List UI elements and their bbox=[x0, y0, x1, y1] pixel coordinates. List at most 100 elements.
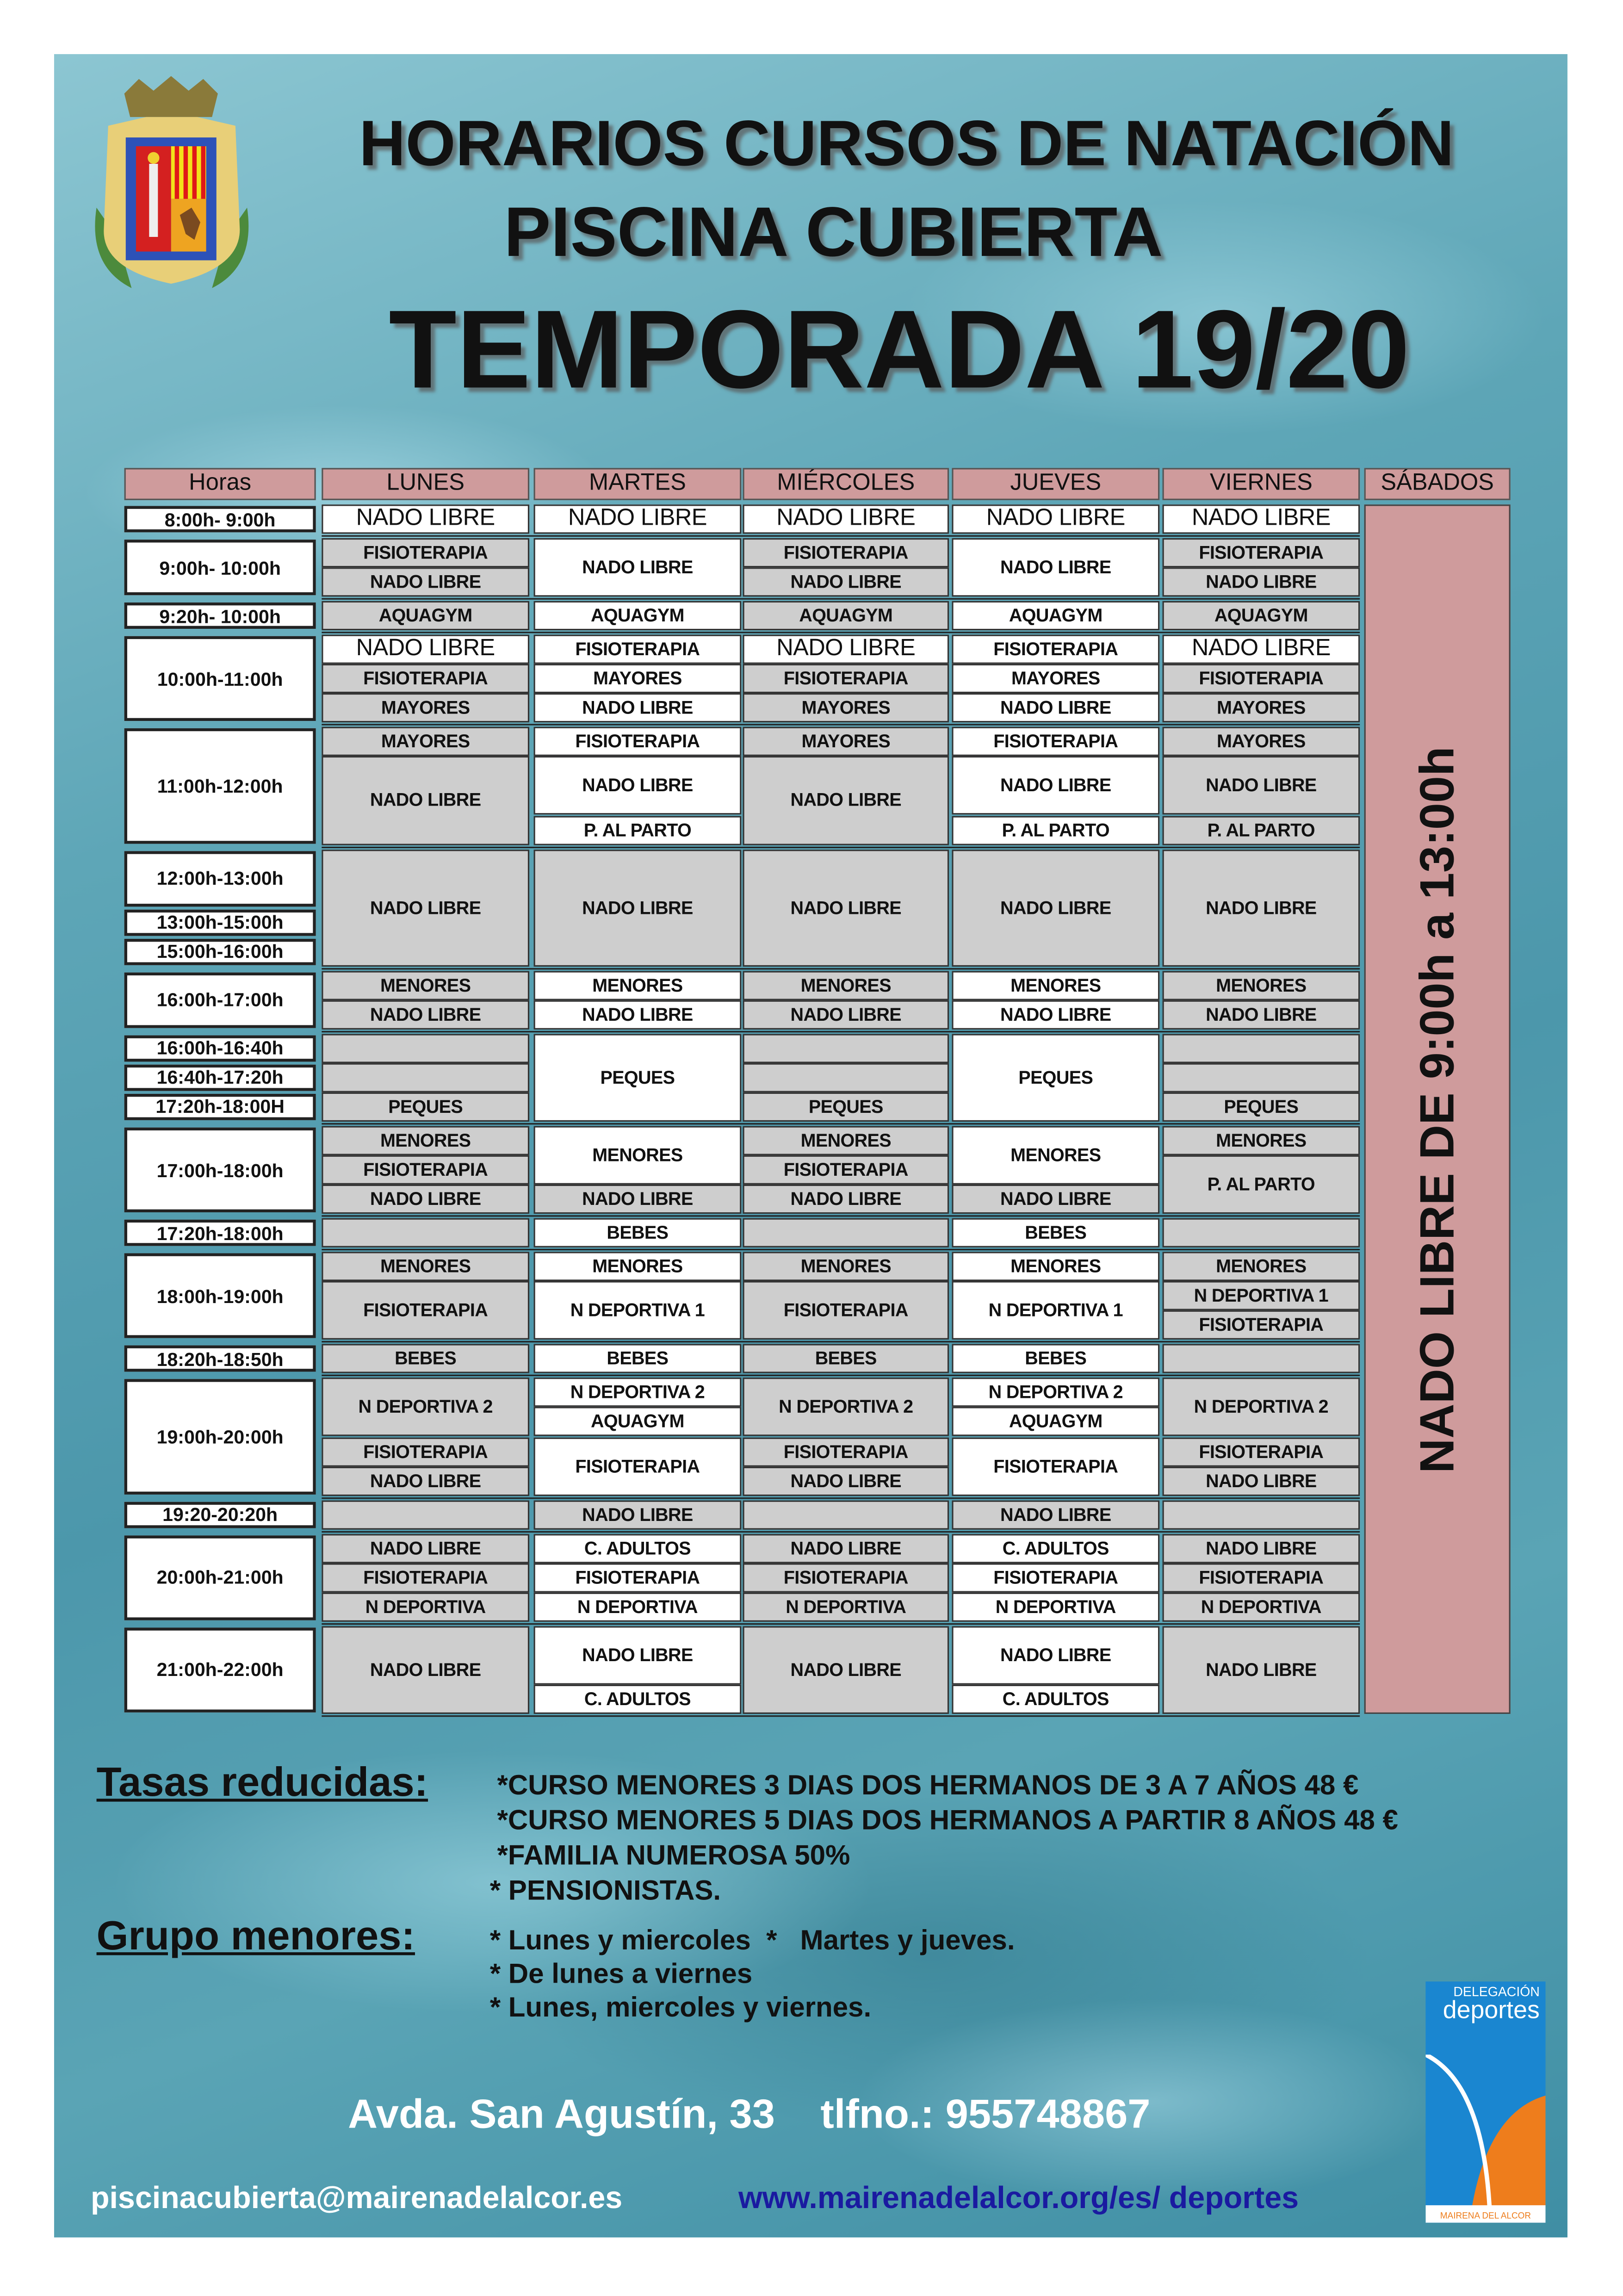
class-cell: MAYORES bbox=[952, 664, 1160, 694]
class-cell: NADO LIBRE bbox=[743, 567, 949, 597]
column-header-horas: Horas bbox=[124, 468, 316, 500]
class-cell: NADO LIBRE bbox=[533, 504, 742, 534]
time-slot-label: 15:00h-16:00h bbox=[124, 938, 316, 965]
time-slot-label: 18:00h-19:00h bbox=[124, 1253, 316, 1339]
class-cell: MENORES bbox=[743, 1126, 949, 1155]
class-cell: NADO LIBRE bbox=[1162, 1626, 1360, 1714]
empty-cell bbox=[743, 1500, 949, 1529]
class-cell: PEQUES bbox=[743, 1092, 949, 1122]
class-cell: MAYORES bbox=[743, 727, 949, 757]
class-cell: NADO LIBRE bbox=[1162, 1466, 1360, 1496]
class-cell: NADO LIBRE bbox=[322, 1185, 530, 1214]
class-cell: AQUAGYM bbox=[743, 601, 949, 631]
time-slot-label: 16:00h-16:40h bbox=[124, 1035, 316, 1062]
class-cell: AQUAGYM bbox=[952, 1407, 1160, 1437]
empty-cell bbox=[743, 1033, 949, 1063]
tasas-item: *CURSO MENORES 3 DIAS DOS HERMANOS DE 3 … bbox=[497, 1771, 1359, 1802]
class-cell: NADO LIBRE bbox=[1162, 1533, 1360, 1563]
class-cell: NADO LIBRE bbox=[322, 504, 530, 534]
column-header-martes: MARTES bbox=[533, 468, 742, 500]
block-divider bbox=[322, 1249, 1360, 1251]
class-cell: MAYORES bbox=[1162, 693, 1360, 723]
class-cell: NADO LIBRE bbox=[952, 1185, 1160, 1214]
class-cell: FISIOTERAPIA bbox=[743, 538, 949, 568]
address-phone: Avda. San Agustín, 33 tlfno.: 955748867 bbox=[348, 2091, 1151, 2137]
time-slot-label: 21:00h-22:00h bbox=[124, 1627, 316, 1713]
class-cell: MAYORES bbox=[322, 693, 530, 723]
grupo-item: * Lunes, miercoles y viernes. bbox=[489, 1993, 872, 2024]
logo-line-2: deportes bbox=[1443, 1996, 1540, 2024]
class-cell: N DEPORTIVA 1 bbox=[1162, 1281, 1360, 1311]
class-cell: NADO LIBRE bbox=[743, 635, 949, 664]
class-cell: PEQUES bbox=[952, 1033, 1160, 1122]
time-slot-label: 19:00h-20:00h bbox=[124, 1379, 316, 1494]
class-cell: NADO LIBRE bbox=[533, 1000, 742, 1030]
class-cell: MENORES bbox=[1162, 970, 1360, 1000]
class-cell: FISIOTERAPIA bbox=[1162, 664, 1360, 694]
class-cell: NADO LIBRE bbox=[533, 757, 742, 815]
class-cell: BEBES bbox=[952, 1218, 1160, 1248]
class-cell: NADO LIBRE bbox=[1162, 567, 1360, 597]
time-slot-label: 16:40h-17:20h bbox=[124, 1064, 316, 1091]
title-line-2: PISCINA CUBIERTA bbox=[504, 194, 1163, 272]
website-link[interactable]: www.mairenadelalcor.org/es/ deportes bbox=[738, 2182, 1299, 2216]
class-cell: FISIOTERAPIA bbox=[1162, 1310, 1360, 1340]
title-season: TEMPORADA 19/20 bbox=[389, 288, 1410, 413]
block-divider bbox=[322, 1215, 1360, 1217]
empty-cell bbox=[322, 1063, 530, 1092]
class-cell: AQUAGYM bbox=[322, 601, 530, 631]
time-slot-label: 17:20h-18:00H bbox=[124, 1093, 316, 1120]
class-cell: N DEPORTIVA bbox=[1162, 1592, 1360, 1622]
class-cell: MENORES bbox=[952, 1126, 1160, 1185]
class-cell: FISIOTERAPIA bbox=[743, 664, 949, 694]
time-slot-label: 16:00h-17:00h bbox=[124, 972, 316, 1028]
empty-cell bbox=[1162, 1033, 1360, 1063]
class-cell: NADO LIBRE bbox=[1162, 849, 1360, 967]
class-cell: FISIOTERAPIA bbox=[743, 1437, 949, 1466]
block-divider bbox=[322, 1123, 1360, 1125]
class-cell: NADO LIBRE bbox=[952, 1000, 1160, 1030]
empty-cell bbox=[322, 1500, 530, 1529]
class-cell: MENORES bbox=[743, 1252, 949, 1282]
column-header-viernes: VIERNES bbox=[1162, 468, 1360, 500]
class-cell: NADO LIBRE bbox=[322, 1533, 530, 1563]
empty-cell bbox=[322, 1218, 530, 1248]
tasas-item: *CURSO MENORES 5 DIAS DOS HERMANOS A PAR… bbox=[497, 1806, 1398, 1837]
class-cell: NADO LIBRE bbox=[322, 1466, 530, 1496]
class-cell: FISIOTERAPIA bbox=[1162, 1563, 1360, 1592]
tasas-item: * PENSIONISTAS. bbox=[489, 1876, 721, 1907]
empty-cell bbox=[1162, 1344, 1360, 1374]
tasas-reducidas-heading: Tasas reducidas: bbox=[96, 1759, 428, 1805]
block-divider bbox=[322, 968, 1360, 969]
class-cell: PEQUES bbox=[322, 1092, 530, 1122]
tasas-item: *FAMILIA NUMEROSA 50% bbox=[497, 1841, 850, 1872]
class-cell: FISIOTERAPIA bbox=[743, 1155, 949, 1185]
class-cell: MAYORES bbox=[743, 693, 949, 723]
class-cell: MENORES bbox=[1162, 1126, 1360, 1155]
class-cell: NADO LIBRE bbox=[743, 1185, 949, 1214]
class-cell: MENORES bbox=[533, 1126, 742, 1185]
time-slot-label: 12:00h-13:00h bbox=[124, 850, 316, 906]
column-header-jueves: JUEVES bbox=[952, 468, 1160, 500]
grupo-menores-heading: Grupo menores: bbox=[96, 1912, 415, 1958]
class-cell: AQUAGYM bbox=[1162, 601, 1360, 631]
class-cell: AQUAGYM bbox=[952, 601, 1160, 631]
class-cell: FISIOTERAPIA bbox=[743, 1281, 949, 1340]
class-cell: FISIOTERAPIA bbox=[322, 1155, 530, 1185]
email-link[interactable]: piscinacubierta@mairenadelalcor.es bbox=[90, 2182, 623, 2216]
class-cell: MENORES bbox=[322, 1126, 530, 1155]
class-cell: NADO LIBRE bbox=[743, 1000, 949, 1030]
class-cell: FISIOTERAPIA bbox=[952, 635, 1160, 664]
block-divider bbox=[322, 1496, 1360, 1499]
class-cell: NADO LIBRE bbox=[322, 757, 530, 845]
class-cell: NADO LIBRE bbox=[1162, 757, 1360, 815]
block-divider bbox=[322, 1623, 1360, 1625]
class-cell: NADO LIBRE bbox=[533, 1626, 742, 1685]
class-cell: PEQUES bbox=[533, 1033, 742, 1122]
block-divider bbox=[322, 1030, 1360, 1032]
class-cell: NADO LIBRE bbox=[952, 693, 1160, 723]
time-slot-label: 17:20h-18:00h bbox=[124, 1220, 316, 1247]
class-cell: P. AL PARTO bbox=[533, 815, 742, 845]
class-cell: NADO LIBRE bbox=[743, 1533, 949, 1563]
empty-cell bbox=[743, 1063, 949, 1092]
